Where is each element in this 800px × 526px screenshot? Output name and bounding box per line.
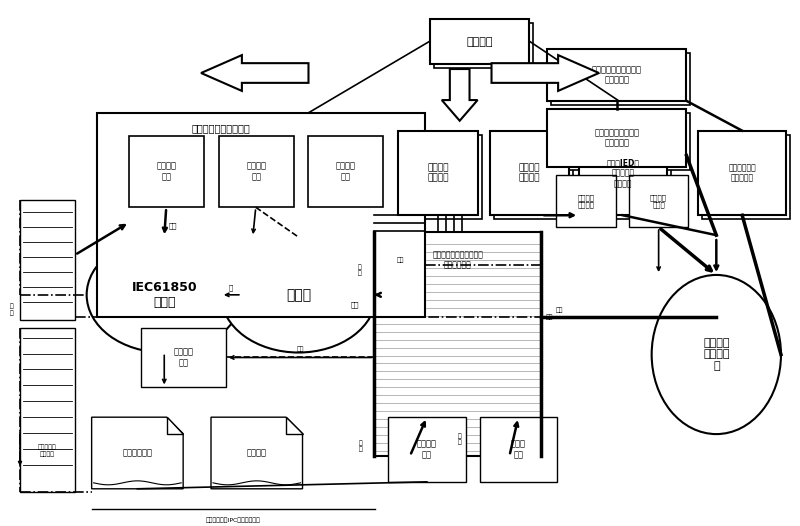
Text: 配置: 配置: [546, 314, 554, 319]
Text: 管理进程: 管理进程: [466, 37, 493, 47]
Text: 配置: 配置: [555, 307, 563, 312]
Text: 设备监控
模块: 设备监控 模块: [336, 162, 356, 181]
Text: 为前中继时遥信远程
（可裁剪）: 为前中继时遥信远程 （可裁剪）: [594, 128, 639, 147]
Polygon shape: [201, 55, 309, 91]
Text: 生成: 生成: [351, 301, 359, 308]
Bar: [547, 109, 686, 167]
Text: IEC61850
规约库: IEC61850 规约库: [131, 281, 197, 309]
Text: 人机进程
（必备）: 人机进程 （必备）: [427, 163, 449, 183]
Text: 生成: 生成: [169, 222, 178, 228]
Bar: [583, 135, 670, 219]
Text: 智能录数文件: 智能录数文件: [122, 449, 152, 458]
Text: 生成: 生成: [396, 257, 404, 263]
Bar: [430, 19, 530, 64]
Text: 与其他IED设
备通信进程
（必备）: 与其他IED设 备通信进程 （必备）: [606, 158, 639, 188]
Ellipse shape: [86, 237, 242, 352]
Bar: [309, 136, 383, 207]
Polygon shape: [211, 417, 302, 489]
Bar: [97, 113, 425, 317]
Text: 配
置: 配 置: [358, 264, 361, 276]
Bar: [551, 53, 690, 105]
Text: 对时进程
（必备）: 对时进程 （必备）: [518, 163, 540, 183]
Text: 实时动态
监测规约
库: 实时动态 监测规约 库: [703, 338, 730, 371]
Bar: [219, 136, 294, 207]
Polygon shape: [166, 417, 183, 433]
Bar: [479, 417, 557, 482]
Polygon shape: [491, 55, 599, 91]
Text: 与: 与: [229, 285, 233, 291]
Bar: [20, 328, 74, 492]
Polygon shape: [286, 417, 302, 433]
Bar: [551, 113, 690, 170]
Polygon shape: [442, 69, 478, 121]
Text: 共享内存逻辑总线通信文
（虚拟总线）: 共享内存逻辑总线通信文 （虚拟总线）: [432, 250, 483, 270]
Text: 数据处理进程（必备）: 数据处理进程（必备）: [192, 123, 250, 133]
Bar: [130, 136, 204, 207]
Bar: [434, 23, 534, 68]
Bar: [629, 176, 689, 227]
Bar: [402, 135, 482, 219]
Polygon shape: [92, 417, 183, 489]
Text: 高级别数据
存储功能: 高级别数据 存储功能: [38, 444, 57, 457]
Text: 生
成: 生 成: [10, 304, 14, 316]
Text: 模型信息
对象: 模型信息 对象: [174, 348, 194, 367]
Bar: [547, 49, 686, 101]
Bar: [702, 135, 790, 219]
Bar: [20, 200, 74, 320]
Text: 动态数量
平播数据: 动态数量 平播数据: [578, 194, 594, 208]
Text: 配置: 配置: [297, 347, 304, 352]
Bar: [374, 232, 542, 456]
Text: 高级通信进程
（可裁剪）: 高级通信进程 （可裁剪）: [728, 163, 756, 183]
Bar: [398, 130, 478, 215]
Text: 数据同步
模块: 数据同步 模块: [157, 162, 177, 181]
Text: 配
置: 配 置: [358, 440, 362, 452]
Bar: [556, 176, 616, 227]
Text: 信息索
对象: 信息索 对象: [511, 440, 526, 459]
Bar: [142, 328, 226, 387]
Ellipse shape: [652, 275, 781, 434]
Text: 为采集单元时遥信进程
（可裁剪）: 为采集单元时遥信进程 （可裁剪）: [592, 65, 642, 85]
Bar: [698, 130, 786, 215]
Text: 算法库: 算法库: [286, 288, 311, 302]
Text: 启动闸值
对象: 启动闸值 对象: [417, 440, 437, 459]
Text: 数据处理系统IPC总线通信文件: 数据处理系统IPC总线通信文件: [206, 518, 260, 523]
Text: 与主站通
信模块: 与主站通 信模块: [650, 194, 667, 208]
Text: 配
置: 配 置: [458, 433, 462, 445]
Text: 相量计算
模块: 相量计算 模块: [246, 162, 266, 181]
Bar: [388, 417, 466, 482]
Ellipse shape: [221, 237, 376, 352]
Bar: [494, 135, 573, 219]
Text: 动态文件: 动态文件: [246, 449, 266, 458]
Bar: [490, 130, 569, 215]
Bar: [579, 130, 666, 215]
